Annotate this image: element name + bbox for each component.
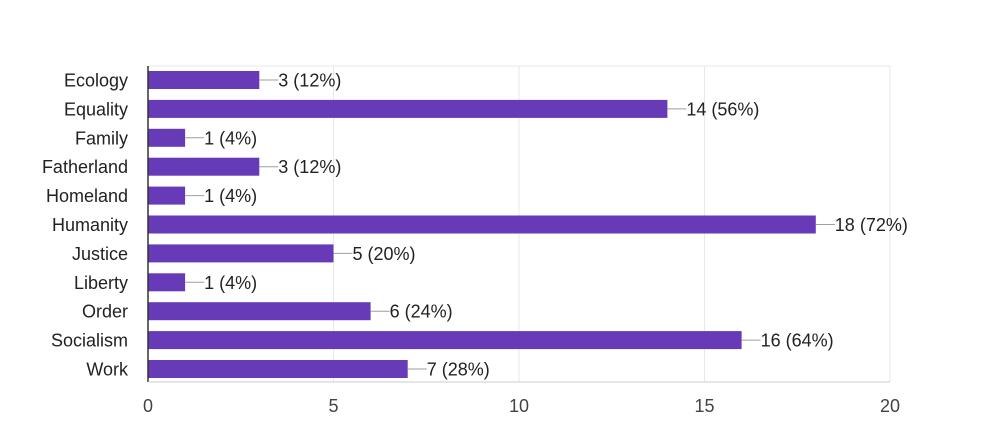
bar (148, 273, 185, 291)
bar (148, 158, 259, 176)
category-label: Family (75, 128, 128, 148)
category-label: Work (86, 360, 129, 380)
bar (148, 302, 371, 320)
category-label: Ecology (64, 71, 128, 91)
data-label: 3 (12%) (278, 157, 341, 177)
category-label: Socialism (51, 331, 128, 351)
bar (148, 71, 259, 89)
data-label: 1 (4%) (204, 128, 257, 148)
bar (148, 331, 742, 349)
category-label: Order (82, 302, 128, 322)
bar (148, 216, 816, 234)
data-label: 5 (20%) (353, 244, 416, 264)
category-label: Equality (64, 99, 128, 119)
data-label: 7 (28%) (427, 360, 490, 380)
data-label: 1 (4%) (204, 273, 257, 293)
data-label: 1 (4%) (204, 186, 257, 206)
bar (148, 360, 408, 378)
category-label: Humanity (52, 215, 128, 235)
x-tick-label: 10 (509, 396, 529, 416)
bar (148, 244, 334, 262)
category-label: Fatherland (42, 157, 128, 177)
category-label: Liberty (74, 273, 128, 293)
data-label: 18 (72%) (835, 215, 908, 235)
bar (148, 187, 185, 205)
data-label: 3 (12%) (278, 71, 341, 91)
bar (148, 129, 185, 147)
x-tick-label: 20 (880, 396, 900, 416)
category-label: Justice (72, 244, 128, 264)
data-label: 16 (64%) (761, 331, 834, 351)
data-label: 14 (56%) (686, 99, 759, 119)
x-tick-label: 0 (143, 396, 153, 416)
data-label: 6 (24%) (390, 302, 453, 322)
x-tick-label: 15 (694, 396, 714, 416)
bar (148, 100, 667, 118)
x-tick-label: 5 (328, 396, 338, 416)
category-label: Homeland (46, 186, 128, 206)
